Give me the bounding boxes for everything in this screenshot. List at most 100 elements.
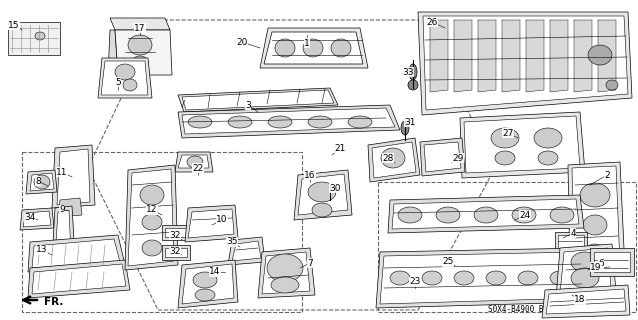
Polygon shape (598, 20, 616, 92)
Ellipse shape (348, 116, 372, 128)
Text: 15: 15 (8, 20, 20, 29)
Ellipse shape (401, 121, 409, 135)
Ellipse shape (398, 207, 422, 223)
Ellipse shape (538, 151, 558, 165)
Text: 18: 18 (574, 295, 586, 305)
Polygon shape (380, 252, 584, 304)
Ellipse shape (606, 80, 618, 90)
Ellipse shape (550, 207, 574, 223)
Polygon shape (125, 165, 178, 270)
Polygon shape (28, 260, 130, 298)
Ellipse shape (142, 214, 162, 230)
Polygon shape (52, 206, 75, 260)
Ellipse shape (268, 116, 292, 128)
Ellipse shape (308, 182, 336, 202)
Text: 32: 32 (169, 247, 181, 257)
Text: 4: 4 (570, 228, 576, 237)
Text: 23: 23 (410, 277, 420, 286)
Polygon shape (128, 169, 174, 266)
Polygon shape (550, 20, 568, 92)
Text: 34: 34 (24, 213, 36, 222)
Text: 3: 3 (245, 100, 251, 109)
Text: 14: 14 (209, 268, 221, 276)
Ellipse shape (188, 116, 212, 128)
Text: 33: 33 (402, 68, 414, 76)
Ellipse shape (308, 116, 332, 128)
Ellipse shape (390, 271, 410, 285)
Ellipse shape (571, 252, 599, 272)
Polygon shape (372, 142, 416, 178)
Text: 19: 19 (590, 262, 602, 271)
Polygon shape (115, 30, 172, 75)
Polygon shape (98, 58, 152, 98)
Polygon shape (52, 145, 95, 208)
Polygon shape (182, 90, 334, 110)
Polygon shape (478, 20, 496, 92)
Polygon shape (430, 20, 448, 92)
Polygon shape (28, 235, 125, 272)
Text: 22: 22 (193, 164, 204, 172)
Polygon shape (32, 239, 120, 268)
Polygon shape (460, 112, 585, 178)
Polygon shape (108, 30, 118, 75)
Text: 1: 1 (304, 38, 310, 47)
Ellipse shape (128, 35, 152, 55)
Polygon shape (264, 32, 363, 64)
Polygon shape (376, 248, 588, 308)
Ellipse shape (408, 80, 418, 90)
Ellipse shape (588, 45, 612, 65)
Ellipse shape (474, 207, 498, 223)
Polygon shape (32, 264, 126, 294)
Text: 8: 8 (35, 177, 41, 186)
Text: 28: 28 (382, 154, 394, 163)
Ellipse shape (534, 128, 562, 148)
Polygon shape (464, 116, 580, 173)
Text: 5: 5 (115, 77, 121, 86)
Polygon shape (26, 170, 57, 194)
Ellipse shape (303, 39, 323, 57)
Polygon shape (574, 20, 592, 92)
Text: 2: 2 (604, 171, 610, 180)
Polygon shape (556, 244, 616, 298)
Text: 11: 11 (56, 167, 68, 177)
Ellipse shape (381, 148, 405, 168)
Polygon shape (420, 138, 465, 176)
Ellipse shape (486, 271, 506, 285)
Polygon shape (20, 208, 54, 230)
Text: 9: 9 (59, 205, 65, 214)
Polygon shape (555, 232, 587, 252)
Text: 32: 32 (169, 230, 181, 239)
Polygon shape (258, 248, 315, 298)
Polygon shape (30, 173, 54, 191)
Ellipse shape (228, 116, 252, 128)
Polygon shape (368, 138, 420, 182)
Polygon shape (262, 252, 310, 294)
Ellipse shape (187, 156, 203, 168)
Ellipse shape (409, 64, 417, 80)
Polygon shape (454, 20, 472, 92)
Polygon shape (410, 255, 458, 280)
Ellipse shape (422, 271, 442, 285)
Polygon shape (298, 174, 348, 215)
Ellipse shape (585, 244, 605, 260)
Polygon shape (182, 264, 234, 304)
Ellipse shape (312, 203, 332, 217)
Polygon shape (228, 237, 265, 265)
Polygon shape (423, 16, 628, 110)
Ellipse shape (454, 271, 474, 285)
Polygon shape (572, 166, 620, 273)
Polygon shape (294, 170, 352, 220)
Polygon shape (23, 211, 51, 227)
Ellipse shape (271, 277, 299, 293)
Text: 20: 20 (236, 37, 248, 46)
Ellipse shape (115, 64, 135, 80)
Polygon shape (8, 22, 60, 55)
Polygon shape (182, 108, 395, 134)
Ellipse shape (331, 39, 351, 57)
Ellipse shape (512, 207, 536, 223)
Ellipse shape (195, 289, 215, 301)
Ellipse shape (436, 207, 460, 223)
Ellipse shape (275, 39, 295, 57)
Polygon shape (414, 258, 454, 276)
Text: 24: 24 (519, 211, 531, 220)
